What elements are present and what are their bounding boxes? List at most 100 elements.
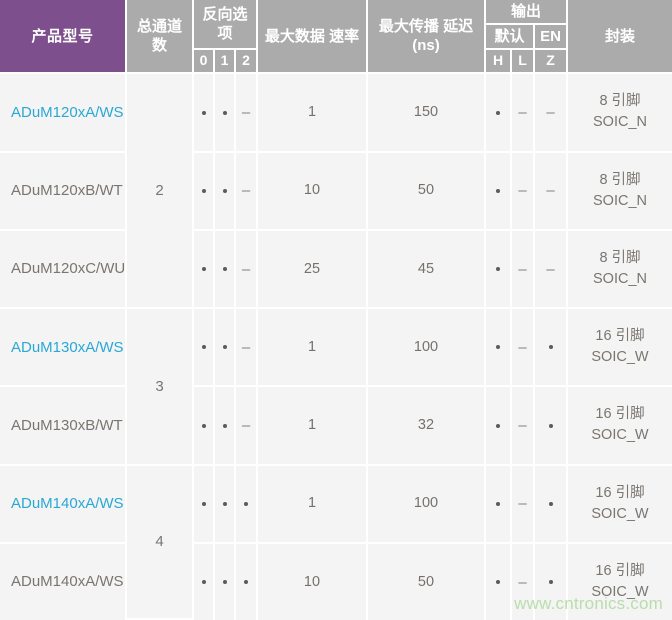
package-type: SOIC_W: [591, 505, 649, 522]
reverse-option-0-cell: [194, 387, 215, 466]
output-z-cell: –: [535, 230, 568, 310]
header-max-prop-delay: 最大传播 延迟 (ns): [368, 0, 486, 75]
dot-icon: [222, 345, 227, 350]
package-pin-count: 16 引脚: [595, 484, 645, 501]
dash-icon: –: [518, 338, 527, 356]
output-z-cell: [535, 309, 568, 388]
header-output-default: 默认: [486, 25, 535, 51]
output-z-cell: –: [535, 74, 568, 153]
reverse-option-2-cell: [236, 465, 258, 544]
product-model-link[interactable]: ADuM140xA/WS: [0, 465, 127, 544]
dot-icon: [496, 580, 500, 585]
header-reverse-2: 2: [236, 50, 258, 75]
product-model-text: ADuM130xB/WT: [0, 387, 127, 466]
dash-icon: –: [518, 417, 527, 435]
max-data-rate-cell: 10: [258, 152, 368, 231]
dot-icon: [244, 501, 248, 506]
reverse-option-2-cell: –: [236, 74, 258, 153]
dash-icon: –: [518, 260, 527, 278]
max-prop-delay-cell: 100: [368, 309, 486, 388]
table-row: ADuM140xA/WS 4 1 100 – 16 引脚 SOIC_W: [0, 465, 672, 620]
max-data-rate-cell: 1: [258, 387, 368, 466]
package-pin-count: 16 引脚: [595, 562, 645, 579]
package-cell: 8 引脚 SOIC_N: [568, 230, 672, 310]
package-cell: 16 引脚 SOIC_W: [568, 309, 672, 388]
dash-icon: –: [241, 338, 251, 356]
dot-icon: [548, 345, 553, 350]
package-pin-count: 8 引脚: [599, 93, 641, 110]
package-type: SOIC_W: [591, 349, 649, 366]
output-l-cell: –: [512, 230, 535, 310]
header-output: 输出: [486, 0, 568, 26]
product-model-link[interactable]: ADuM120xA/WS: [0, 74, 127, 153]
dash-icon: –: [518, 104, 527, 122]
dot-icon: [201, 110, 206, 115]
package-type: SOIC_W: [591, 427, 649, 444]
package-type: SOIC_W: [591, 583, 649, 600]
max-prop-delay-cell: 50: [368, 543, 486, 620]
output-l-cell: –: [512, 74, 535, 153]
dot-icon: [201, 267, 206, 272]
output-h-cell: [486, 152, 512, 231]
total-channels-cell: 4: [127, 465, 194, 620]
table-row: ADuM120xA/WS 2–1 150– –8 引脚 SOIC_N: [0, 74, 672, 310]
dot-icon: [201, 188, 206, 193]
dot-icon: [496, 267, 500, 272]
output-l-cell: –: [512, 543, 535, 620]
package-cell: 8 引脚 SOIC_N: [568, 152, 672, 231]
max-prop-delay-cell: 100: [368, 465, 486, 544]
reverse-option-1-cell: [215, 465, 236, 544]
package-cell: 8 引脚 SOIC_N: [568, 74, 672, 153]
header-reverse-1: 1: [215, 50, 236, 75]
dot-icon: [222, 110, 227, 115]
dot-icon: [496, 345, 500, 350]
product-model-text: ADuM120xC/WU: [0, 230, 127, 310]
output-z-cell: [535, 387, 568, 466]
header-reverse-0: 0: [194, 50, 215, 75]
table-row: ADuM120xB/WT –10 50– –8 引脚 SOIC_N: [0, 152, 672, 231]
table-header: 产品型号 总通道数 反向选项 最大数据 速率 最大传播 延迟 (ns) 输出 封…: [0, 0, 672, 75]
header-package: 封装: [568, 0, 672, 75]
reverse-option-0-cell: [194, 74, 215, 153]
product-model-link[interactable]: ADuM130xA/WS: [0, 309, 127, 388]
package-type: SOIC_N: [593, 270, 647, 287]
reverse-option-2-cell: –: [236, 387, 258, 466]
dot-icon: [548, 501, 553, 506]
package-cell: 16 引脚 SOIC_W: [568, 465, 672, 544]
output-l-cell: –: [512, 309, 535, 388]
dash-icon: –: [241, 260, 251, 278]
table-body: ADuM120xA/WS 2–1 150– –8 引脚 SOIC_N ADuM120xB/…: [0, 74, 672, 620]
reverse-option-0-cell: [194, 309, 215, 388]
output-z-cell: [535, 543, 568, 620]
dash-icon: –: [241, 182, 251, 200]
header-row-2: 默认 EN: [0, 25, 672, 51]
reverse-option-1-cell: [215, 309, 236, 388]
total-channels-cell: 2: [127, 74, 194, 310]
reverse-option-1-cell: [215, 152, 236, 231]
reverse-option-2-cell: –: [236, 152, 258, 231]
header-product-model: 产品型号: [0, 0, 127, 75]
max-prop-delay-cell: 50: [368, 152, 486, 231]
dash-icon: –: [518, 495, 527, 513]
output-l-cell: –: [512, 152, 535, 231]
output-h-cell: [486, 387, 512, 466]
package-pin-count: 8 引脚: [599, 249, 641, 266]
max-prop-delay-cell: 45: [368, 230, 486, 310]
max-prop-delay-cell: 32: [368, 387, 486, 466]
reverse-option-0-cell: [194, 465, 215, 544]
output-h-cell: [486, 465, 512, 544]
dot-icon: [201, 345, 206, 350]
dot-icon: [548, 423, 553, 428]
reverse-option-2-cell: –: [236, 309, 258, 388]
reverse-option-0-cell: [194, 230, 215, 310]
dash-icon: –: [546, 182, 555, 200]
header-output-h: H: [486, 50, 512, 75]
dot-icon: [496, 188, 500, 193]
table-row: ADuM120xC/WU –25 45– –8 引脚 SOIC_N: [0, 230, 672, 310]
max-data-rate-cell: 25: [258, 230, 368, 310]
output-h-cell: [486, 74, 512, 153]
dot-icon: [201, 501, 206, 506]
package-pin-count: 8 引脚: [599, 171, 641, 188]
reverse-option-1-cell: [215, 543, 236, 620]
dash-icon: –: [546, 104, 555, 122]
